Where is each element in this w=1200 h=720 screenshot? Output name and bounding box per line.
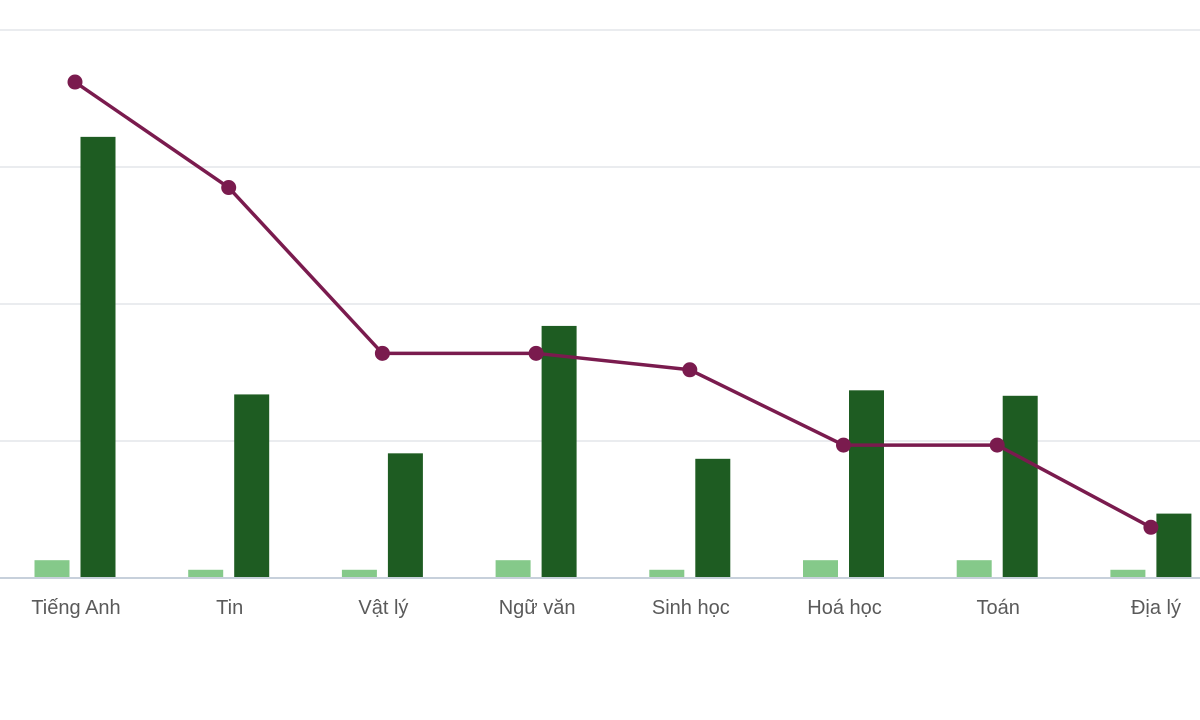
bars	[34, 136, 1192, 579]
line-point	[528, 345, 544, 361]
bar-dark	[80, 136, 116, 579]
line-point	[67, 74, 83, 90]
line-point	[989, 437, 1005, 453]
line-point	[374, 345, 390, 361]
bar-light	[803, 560, 838, 578]
x-tick-label: Tin	[216, 597, 243, 619]
bar-light	[34, 560, 70, 578]
x-tick-label: Tiếng Anh	[31, 597, 120, 619]
bar-dark	[234, 394, 270, 578]
bar-dark	[387, 453, 423, 578]
bar-light	[495, 560, 531, 578]
bar-light	[341, 569, 377, 578]
gridlines	[0, 29, 1200, 442]
x-tick-label: Vật lý	[358, 597, 408, 619]
bar-dark	[1002, 395, 1038, 578]
x-tick-label: Địa lý	[1131, 597, 1181, 619]
bar-light	[956, 560, 992, 578]
line-point	[221, 180, 237, 196]
line-point	[836, 437, 851, 453]
x-tick-label: Toán	[977, 597, 1020, 619]
bar-light	[1110, 569, 1146, 578]
line-series	[67, 74, 1159, 535]
bar-dark	[849, 390, 884, 578]
x-tick-label: Ngữ văn	[499, 597, 576, 619]
x-tick-label: Hoá học	[807, 597, 882, 619]
line-point	[1143, 519, 1159, 535]
line-path	[74, 80, 1152, 529]
line-point	[682, 362, 698, 378]
x-tick-label: Sinh học	[652, 597, 730, 619]
bar-dark	[695, 458, 731, 578]
bar-light	[188, 569, 224, 578]
bar-dark	[1156, 513, 1192, 578]
bar-light	[649, 569, 685, 578]
bar-dark	[541, 325, 577, 578]
x-axis: Tiếng Anh Tin Vật lý Ngữ văn Sinh học Hoá học…	[0, 577, 1200, 619]
